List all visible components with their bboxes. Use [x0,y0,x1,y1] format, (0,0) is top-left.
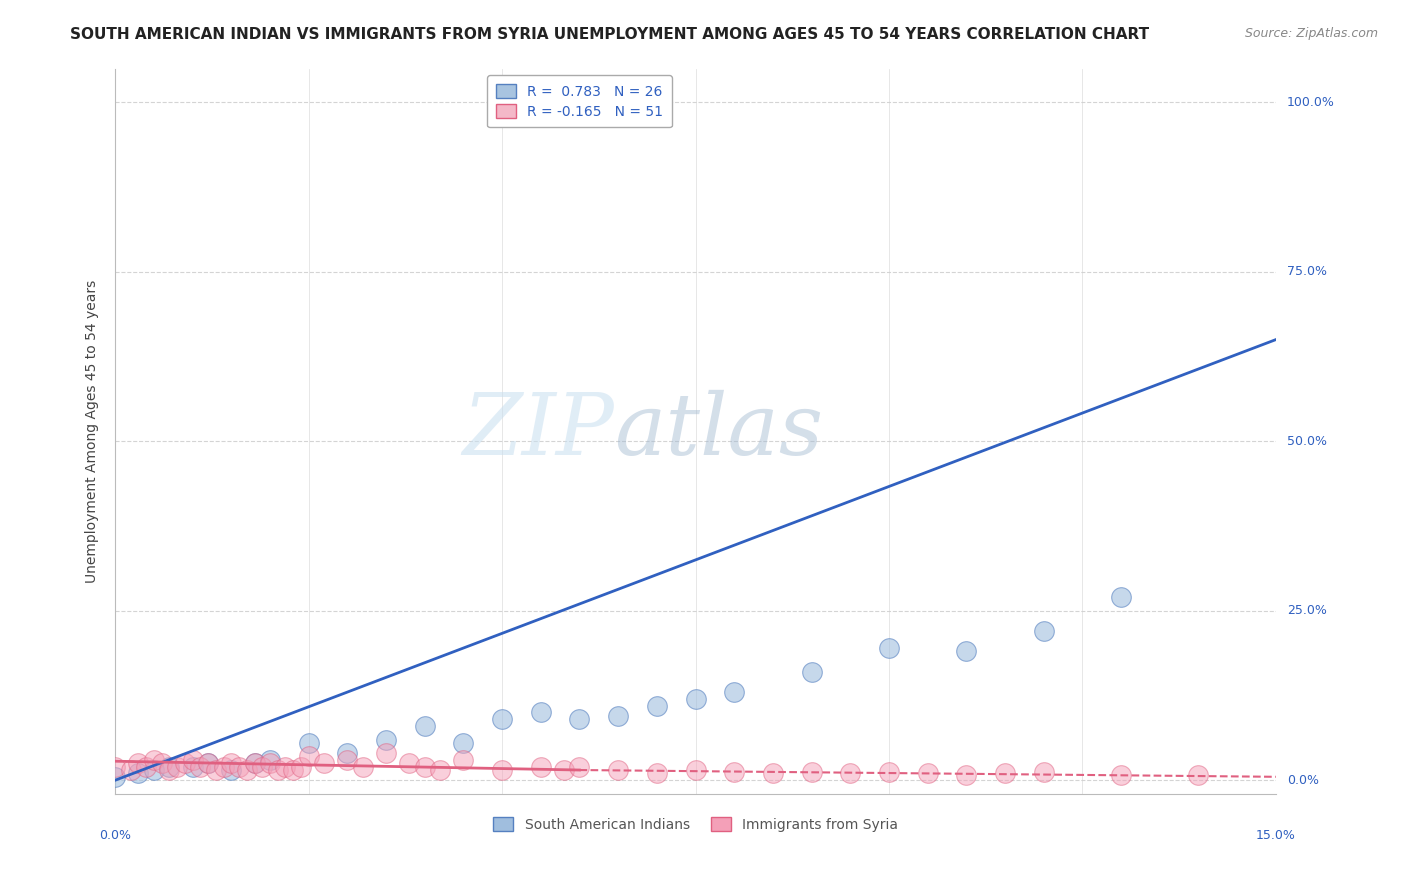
Point [298,749,321,764]
Point [181,759,204,773]
Point [839,766,862,780]
Text: 0.0%: 0.0% [1286,773,1319,787]
Point [259,753,281,767]
Point [800,665,823,679]
Point [955,644,977,658]
Point [530,706,553,720]
Point [607,708,630,723]
Point [645,766,668,780]
Point [877,640,900,655]
Point [429,763,451,777]
Point [375,746,398,760]
Text: atlas: atlas [614,390,824,473]
Point [607,763,630,777]
Text: 25.0%: 25.0% [1286,604,1327,617]
Point [267,763,290,777]
Point [274,759,297,773]
Point [142,753,165,767]
Point [135,759,157,773]
Point [104,759,127,773]
Point [800,765,823,780]
Point [1109,768,1132,782]
Point [1032,624,1054,638]
Text: 15.0%: 15.0% [1256,829,1296,842]
Point [190,759,212,773]
Point [685,691,707,706]
Point [645,698,668,713]
Point [955,768,977,782]
Point [174,756,197,771]
Text: 100.0%: 100.0% [1286,96,1334,109]
Point [298,736,321,750]
Point [491,712,513,726]
Point [221,763,243,777]
Point [150,756,173,771]
Point [762,766,785,780]
Point [553,763,575,777]
Point [336,746,359,760]
Point [181,753,204,767]
Point [352,759,374,773]
Point [212,759,235,773]
Point [723,685,745,699]
Point [1187,768,1209,782]
Point [142,763,165,777]
Y-axis label: Unemployment Among Ages 45 to 54 years: Unemployment Among Ages 45 to 54 years [86,279,100,582]
Point [228,759,250,773]
Point [166,759,188,773]
Point [1032,765,1054,780]
Point [398,756,420,771]
Point [197,756,219,771]
Point [917,766,939,780]
Point [252,759,274,773]
Point [159,759,181,773]
Point [568,759,591,773]
Text: ZIP: ZIP [463,390,614,473]
Point [568,712,591,726]
Point [453,753,475,767]
Point [127,756,149,771]
Point [221,756,243,771]
Point [236,763,259,777]
Point [205,763,228,777]
Point [453,736,475,750]
Point [336,753,359,767]
Point [283,763,305,777]
Legend: South American Indians, Immigrants from Syria: South American Indians, Immigrants from … [486,812,904,838]
Point [685,763,707,777]
Point [120,763,142,777]
Point [243,756,266,771]
Point [104,770,127,784]
Point [127,766,149,780]
Point [723,765,745,780]
Point [994,766,1017,780]
Point [243,756,266,771]
Point [413,719,436,733]
Point [877,765,900,780]
Point [159,763,181,777]
Point [530,759,553,773]
Point [314,756,336,771]
Text: 0.0%: 0.0% [100,829,131,842]
Text: SOUTH AMERICAN INDIAN VS IMMIGRANTS FROM SYRIA UNEMPLOYMENT AMONG AGES 45 TO 54 : SOUTH AMERICAN INDIAN VS IMMIGRANTS FROM… [70,27,1150,42]
Text: Source: ZipAtlas.com: Source: ZipAtlas.com [1244,27,1378,40]
Point [197,756,219,771]
Point [491,763,513,777]
Point [1109,590,1132,604]
Text: 75.0%: 75.0% [1286,265,1327,278]
Point [290,759,312,773]
Point [259,756,281,771]
Point [375,732,398,747]
Point [413,759,436,773]
Text: 50.0%: 50.0% [1286,434,1327,448]
